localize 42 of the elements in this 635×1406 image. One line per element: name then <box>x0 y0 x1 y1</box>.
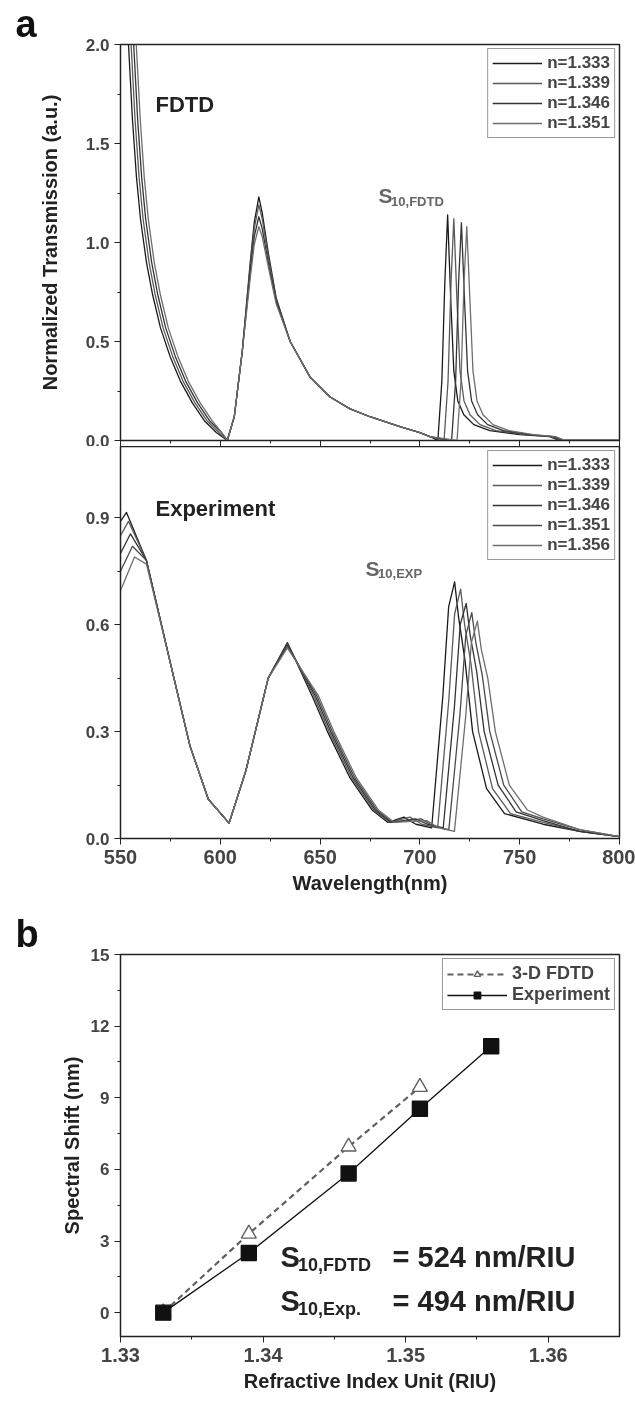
legend-label: n=1.339 <box>547 475 610 495</box>
chart-title: b <box>15 912 39 955</box>
legend-label: n=1.346 <box>547 495 610 515</box>
y-tick-label: 0.9 <box>85 508 110 528</box>
x-tick-label: 1.36 <box>528 1343 568 1366</box>
x-tick-label: 1.35 <box>386 1343 426 1366</box>
legend-label: n=1.333 <box>547 53 610 73</box>
y-tick-label: 0.3 <box>85 722 110 742</box>
y-tick-label: 6 <box>100 1160 110 1180</box>
legend-label: n=1.339 <box>547 73 610 93</box>
chart-title: a <box>15 2 38 45</box>
y-tick-label: 1.5 <box>85 134 110 154</box>
y-tick-label: 3 <box>100 1232 110 1251</box>
y-tick-label: 15 <box>90 945 110 965</box>
y-tick-label: 9 <box>100 1088 110 1108</box>
x-tick-label: 700 <box>403 845 437 868</box>
x-axis-title: Refractive Index Unit (RIU) <box>243 1369 497 1392</box>
x-tick-label: 1.33 <box>101 1343 140 1366</box>
x-tick-label: 1.34 <box>243 1343 284 1366</box>
y-tick-label: 2.0 <box>85 35 110 55</box>
legend-label: n=1.351 <box>547 515 610 535</box>
legend-label: Experiment <box>511 984 610 1005</box>
y-axis-title: Spectral Shift (nm) <box>60 1056 83 1235</box>
x-axis-title: Wavelength(nm) <box>292 871 448 894</box>
annotation: Experiment <box>155 496 276 521</box>
legend-label: n=1.346 <box>547 93 610 113</box>
y-tick-label: 0.5 <box>85 332 110 352</box>
legend-label: n=1.351 <box>547 113 610 133</box>
legend-label: n=1.333 <box>547 455 610 475</box>
y-tick-label: 0.0 <box>85 431 110 451</box>
y-tick-label: 12 <box>90 1017 110 1037</box>
y-tick-label: 0 <box>100 1303 110 1323</box>
legend-label: n=1.356 <box>547 535 610 555</box>
y-axis-title: Normalized Transmission (a.u.) <box>38 94 61 391</box>
legend-label: 3-D FDTD <box>511 963 594 984</box>
x-tick-label: 800 <box>602 845 635 868</box>
x-tick-label: 650 <box>303 845 337 868</box>
x-tick-label: 600 <box>203 845 237 868</box>
annotation: FDTD <box>155 92 215 117</box>
x-tick-label: 750 <box>503 845 537 868</box>
y-tick-label: 1.0 <box>85 233 110 253</box>
y-tick-label: 0.6 <box>85 615 110 635</box>
